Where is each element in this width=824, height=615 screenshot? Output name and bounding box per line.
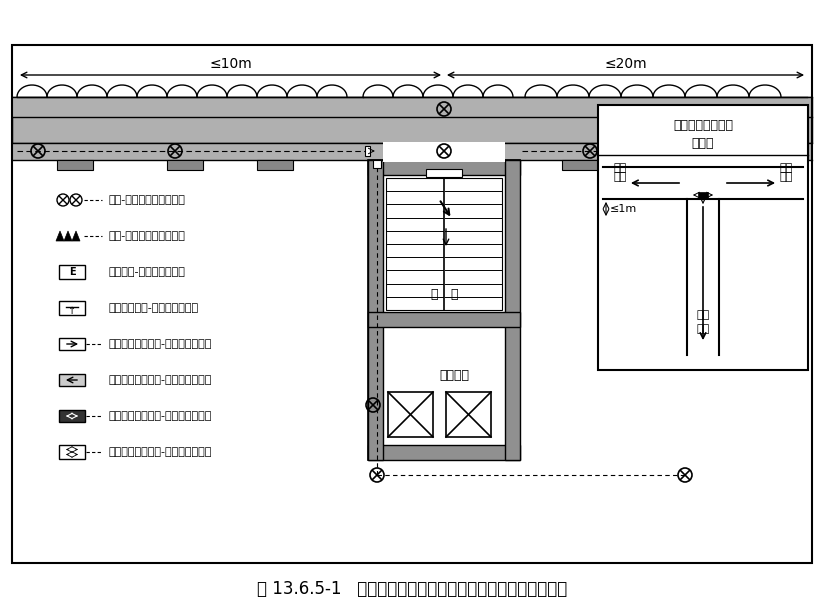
Bar — [59, 410, 85, 422]
Text: 方向: 方向 — [780, 172, 793, 182]
Bar — [59, 338, 85, 350]
Bar — [368, 160, 520, 175]
Bar — [383, 158, 505, 162]
Bar — [562, 160, 598, 170]
Text: 灯布置: 灯布置 — [692, 137, 714, 149]
Text: 方向: 方向 — [613, 172, 626, 182]
Bar — [368, 160, 383, 460]
Bar — [12, 97, 812, 143]
Text: 交叉疏散走道标志: 交叉疏散走道标志 — [673, 119, 733, 132]
Bar — [57, 160, 93, 170]
Bar — [598, 105, 808, 370]
Text: 安全出口-消防应急标志灯: 安全出口-消防应急标志灯 — [108, 267, 185, 277]
Bar — [12, 143, 812, 160]
Bar — [59, 301, 85, 315]
Text: E: E — [68, 267, 75, 277]
Bar — [365, 146, 370, 156]
Text: 单面双向疏散指示-消防应急标志灯: 单面双向疏散指示-消防应急标志灯 — [108, 411, 212, 421]
Text: 上: 上 — [450, 288, 458, 301]
Bar — [368, 160, 520, 460]
Bar — [368, 312, 520, 327]
Text: 单面左向疏散指示-消防应急标志灯: 单面左向疏散指示-消防应急标志灯 — [108, 375, 212, 385]
Bar — [59, 265, 85, 279]
Bar — [383, 142, 505, 160]
Bar — [12, 97, 812, 117]
Bar — [677, 160, 713, 170]
Text: 方向: 方向 — [696, 324, 709, 334]
Text: 图 13.6.5-1   疏散走道、防烟楼梯间及前室疏散照明布置示意: 图 13.6.5-1 疏散走道、防烟楼梯间及前室疏散照明布置示意 — [257, 580, 567, 598]
Text: ≤10m: ≤10m — [209, 57, 252, 71]
Bar — [373, 160, 381, 168]
Bar — [505, 160, 520, 460]
Text: 疏散: 疏散 — [780, 163, 793, 173]
Bar — [368, 445, 520, 460]
Bar — [167, 160, 203, 170]
Bar — [12, 45, 812, 563]
Text: 原装-消防应急疏散照明灯: 原装-消防应急疏散照明灯 — [108, 195, 185, 205]
Text: ≤20m: ≤20m — [604, 57, 647, 71]
Text: 层号疏散指示-消防应急标志灯: 层号疏散指示-消防应急标志灯 — [108, 303, 198, 313]
Text: 单面右向疏散指示-消防应急标志灯: 单面右向疏散指示-消防应急标志灯 — [108, 339, 212, 349]
Text: ≤1m: ≤1m — [610, 204, 637, 214]
Polygon shape — [72, 231, 80, 241]
Bar — [12, 143, 812, 160]
Text: 覆装-消防应急疏散照明灯: 覆装-消防应急疏散照明灯 — [108, 231, 185, 241]
Bar — [59, 374, 85, 386]
Text: ↑: ↑ — [68, 306, 76, 316]
Text: 合用前室: 合用前室 — [439, 368, 469, 381]
Text: 双面双向疏散指示-消防应急标志灯: 双面双向疏散指示-消防应急标志灯 — [108, 447, 212, 457]
Bar — [386, 178, 502, 310]
Polygon shape — [64, 231, 72, 241]
Bar — [59, 445, 85, 459]
Polygon shape — [56, 231, 64, 241]
Bar — [388, 392, 433, 437]
Text: 下: 下 — [430, 288, 438, 301]
Bar — [426, 169, 462, 177]
Bar — [446, 392, 491, 437]
Bar — [698, 192, 708, 198]
Bar — [257, 160, 293, 170]
Bar — [687, 199, 719, 355]
Text: 疏散: 疏散 — [613, 163, 626, 173]
Text: 疏散: 疏散 — [696, 310, 709, 320]
